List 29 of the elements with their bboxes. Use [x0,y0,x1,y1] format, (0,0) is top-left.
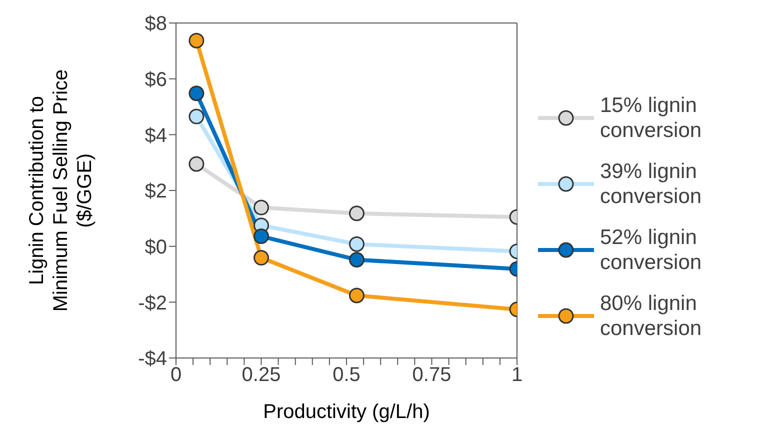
y-tick-label: $4 [144,124,167,147]
point [188,86,204,102]
y-axis-title: Lignin Contribution to Minimum Fuel Selling Price ($/GGE) [26,69,96,312]
x-tick-label: 0.75 [412,364,452,386]
point [188,156,204,172]
point [188,108,204,124]
x-axis-title: Productivity (g/L/h) [263,401,430,423]
legend-label: 80% lignin conversion [600,290,703,340]
y-tick-label: $2 [144,180,167,203]
point [254,250,269,266]
point [254,200,269,216]
y-tick-label: -$4 [138,348,167,370]
x-tick-label: 1 [511,364,523,386]
y-tick-label: $6 [144,68,167,91]
y-tick-label: $8 [144,13,167,36]
point [348,236,364,252]
legend-label: 52% lignin conversion [600,224,703,274]
point [348,206,364,222]
legend-label: 39% lignin conversion [600,158,703,208]
point [348,288,364,304]
y-tick-label: $0 [144,236,167,258]
x-tick-label: 0 [170,364,182,386]
point [254,228,269,244]
x-tick-label: 0.5 [332,364,360,386]
x-tick-label: 0.25 [242,364,281,386]
point [188,32,204,48]
point [348,252,364,268]
legend-label: 15% lignin conversion [600,92,703,142]
y-tick-label: -$2 [138,292,167,314]
